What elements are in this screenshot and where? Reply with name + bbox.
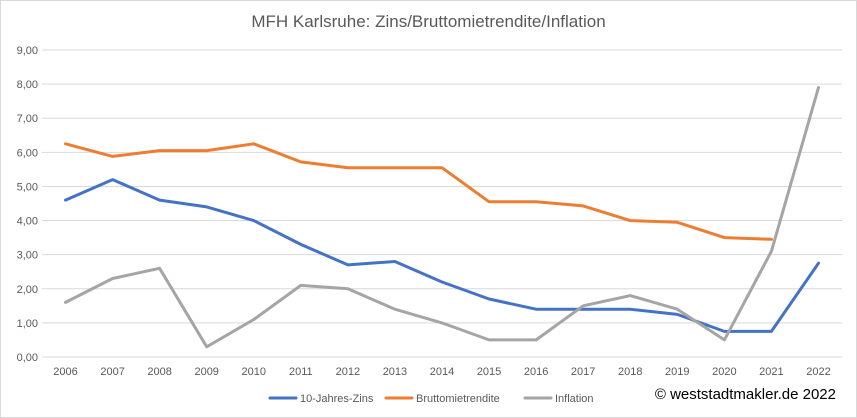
- x-tick-label: 2015: [477, 366, 501, 378]
- y-tick-label: 9,00: [17, 45, 38, 57]
- x-tick-label: 2011: [289, 366, 313, 378]
- legend-label: Bruttomietrendite: [416, 393, 500, 405]
- x-axis: 2006 2007 2008 2009 2010 2011 2012 2013 2014 2015…: [53, 366, 830, 378]
- x-tick-label: 2013: [383, 366, 407, 378]
- x-tick-label: 2017: [571, 366, 595, 378]
- legend-label: Inflation: [555, 393, 594, 405]
- x-tick-label: 2020: [712, 366, 736, 378]
- x-tick-label: 2016: [524, 366, 548, 378]
- gridlines: [42, 49, 842, 358]
- chart-title: MFH Karlsruhe: Zins/Bruttomietrendite/In…: [251, 12, 606, 31]
- x-tick-label: 2022: [806, 366, 830, 378]
- legend-label: 10-Jahres-Zins: [300, 393, 374, 405]
- legend: 10-Jahres-Zins Bruttomietrendite Inflation: [268, 393, 594, 405]
- y-tick-label: 8,00: [17, 79, 38, 91]
- y-tick-label: 1,00: [17, 318, 38, 330]
- y-tick-label: 4,00: [17, 216, 38, 228]
- y-tick-label: 3,00: [17, 250, 38, 262]
- y-tick-label: 5,00: [17, 181, 38, 193]
- x-tick-label: 2018: [618, 366, 642, 378]
- x-tick-label: 2010: [242, 366, 266, 378]
- y-tick-label: 2,00: [17, 284, 38, 296]
- x-tick-label: 2006: [53, 366, 77, 378]
- series-lines: [64, 86, 820, 349]
- y-axis: 0,00 1,00 2,00 3,00 4,00 5,00 6,00 7,00 8,00 9,00: [17, 45, 38, 364]
- series-line: [64, 86, 820, 349]
- x-tick-label: 2014: [430, 366, 454, 378]
- copyright-text: © weststadtmakler.de 2022: [654, 386, 836, 403]
- x-tick-label: 2008: [147, 366, 171, 378]
- x-tick-label: 2009: [194, 366, 218, 378]
- x-tick-label: 2021: [759, 366, 783, 378]
- y-tick-label: 7,00: [17, 113, 38, 125]
- y-tick-label: 6,00: [17, 147, 38, 159]
- x-tick-label: 2012: [336, 366, 360, 378]
- x-tick-label: 2019: [665, 366, 689, 378]
- series-line: [64, 178, 820, 333]
- x-tick-label: 2007: [100, 366, 124, 378]
- series-line: [64, 142, 773, 241]
- y-tick-label: 0,00: [17, 352, 38, 364]
